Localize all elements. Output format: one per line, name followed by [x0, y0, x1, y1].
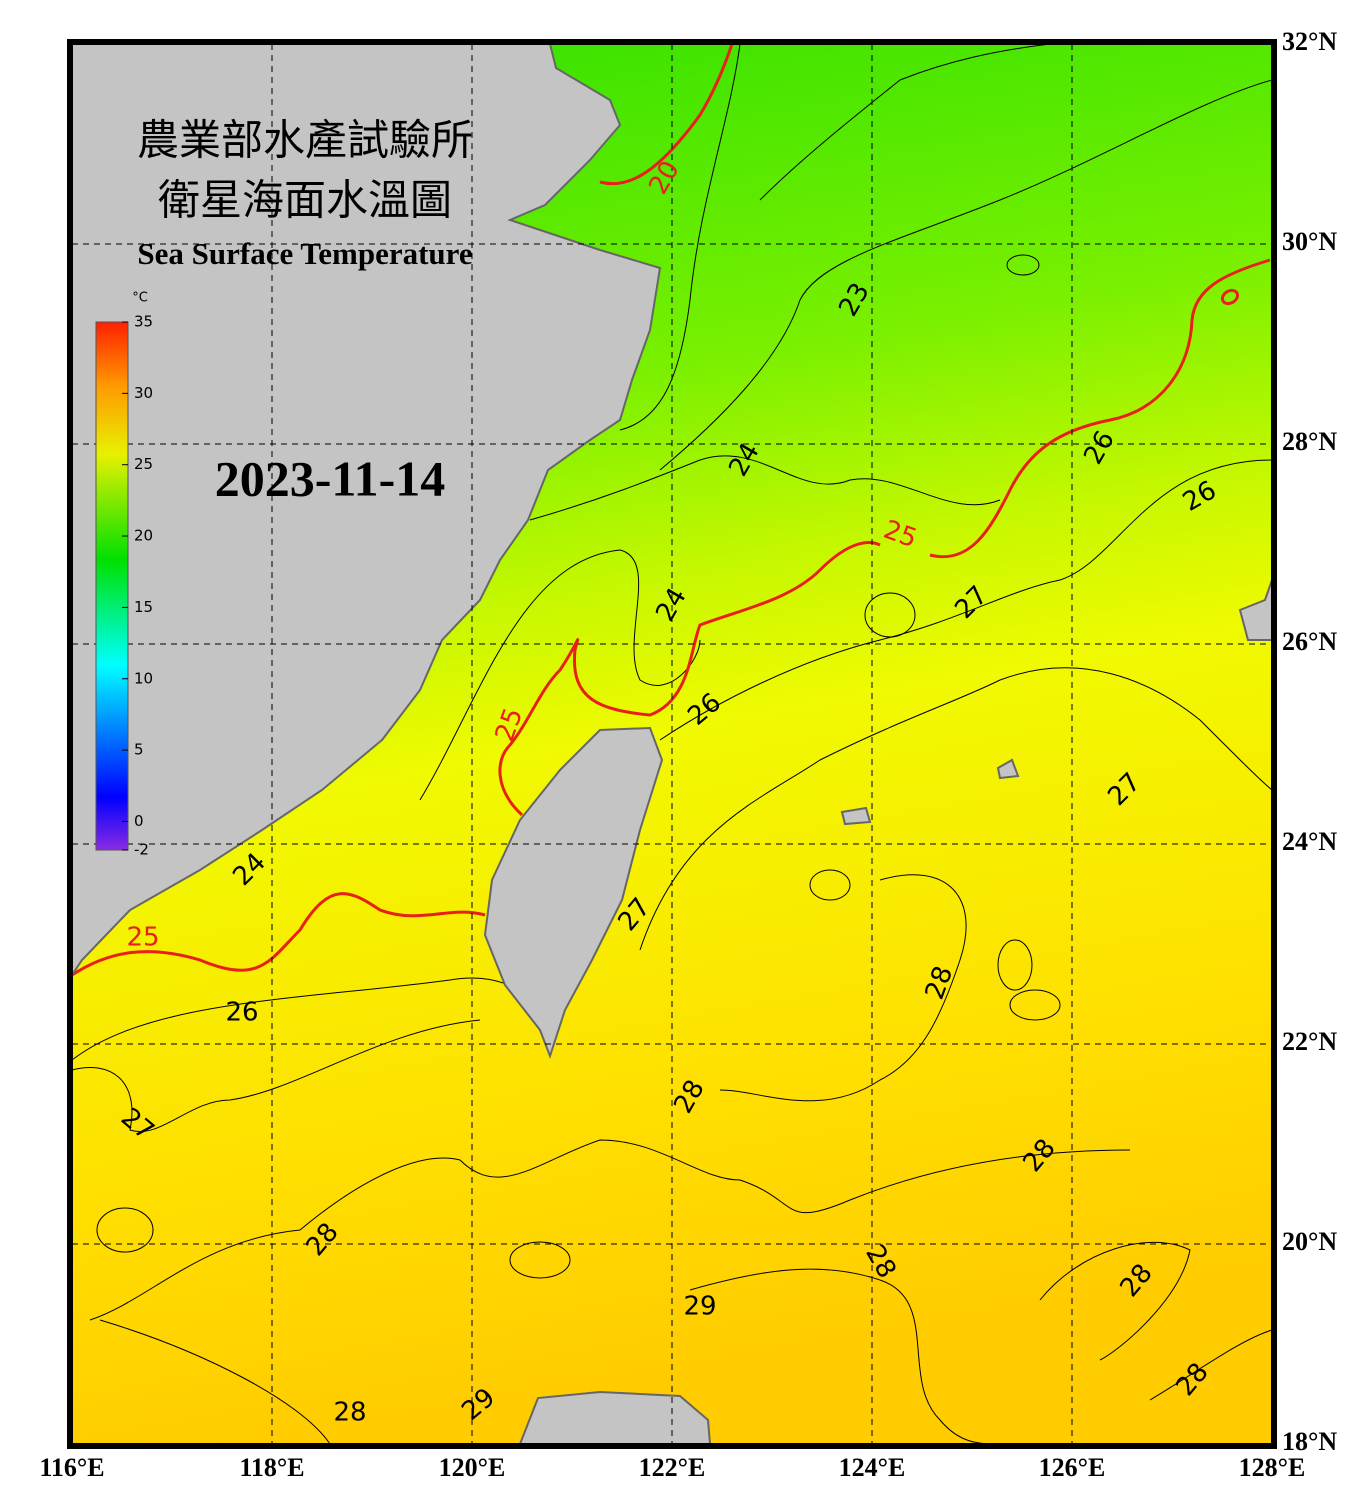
mainland — [72, 44, 662, 977]
title-en: Sea Surface Temperature — [137, 236, 472, 271]
contour-line — [659, 459, 1272, 741]
contours — [72, 44, 1272, 1444]
lon-label: 126°E — [1039, 1453, 1106, 1482]
colorbar-tick-label: 5 — [134, 741, 144, 759]
lon-label: 116°E — [39, 1453, 104, 1482]
contour-line — [659, 79, 1272, 471]
island — [1238, 579, 1272, 641]
contour-line — [99, 1319, 331, 1444]
contour-label: 29 — [683, 1292, 716, 1322]
lat-label: 32°N — [1282, 27, 1337, 56]
contour-label: 25 — [126, 923, 159, 953]
contour-line — [1006, 254, 1040, 276]
contour-line — [96, 1207, 154, 1253]
contour-line — [864, 592, 916, 638]
contour-line — [1009, 989, 1061, 1021]
contour-label: 26 — [225, 998, 258, 1028]
contour-line-red — [1220, 288, 1240, 306]
lat-label: 18°N — [1282, 1427, 1337, 1456]
lat-label: 28°N — [1282, 427, 1337, 456]
colorbar-ticks: 35 30 25 20 15 10 5 0 -2 — [122, 313, 153, 859]
lat-label: 30°N — [1282, 227, 1337, 256]
lat-label: 20°N — [1282, 1227, 1337, 1256]
contour-line — [719, 874, 967, 1102]
colorbar-tick-label: -2 — [134, 841, 149, 859]
lat-label: 22°N — [1282, 1027, 1337, 1056]
colorbar-tick-label: 30 — [134, 384, 153, 402]
land — [72, 44, 1272, 1444]
contour-line — [809, 869, 851, 901]
island — [996, 758, 1020, 780]
lon-label: 118°E — [239, 1453, 304, 1482]
colorbar-tick-label: 35 — [134, 313, 153, 331]
contour-line — [89, 1139, 1131, 1321]
island — [840, 806, 872, 826]
contour-line-red — [929, 258, 1271, 559]
contour-line — [1149, 1329, 1272, 1401]
contour-line — [759, 44, 1051, 201]
contour-line — [419, 549, 701, 801]
contour-line-red — [72, 892, 486, 977]
lon-label: 122°E — [639, 1453, 706, 1482]
colorbar-tick-label: 10 — [134, 669, 153, 687]
axes-labels: 32°N 30°N 28°N 26°N 24°N 22°N 20°N 18°N 116°E 118… — [39, 27, 1337, 1482]
title-zh: 農業部水產試驗所 — [137, 118, 473, 165]
contour-label: 28 — [333, 1398, 366, 1428]
map-frame — [67, 39, 1277, 1449]
lat-label: 24°N — [1282, 827, 1337, 856]
lon-label: 124°E — [839, 1453, 906, 1482]
colorbar-unit: °C — [132, 291, 148, 306]
contour-line — [72, 977, 521, 1061]
contour-line — [72, 1019, 481, 1133]
contour-line — [689, 1268, 1001, 1444]
contour-line — [639, 667, 1272, 951]
graticule — [72, 44, 1272, 1444]
contour-line — [619, 44, 741, 431]
title-zh: 衛星海面水溫圖 — [158, 179, 452, 225]
contour-line — [509, 1241, 571, 1279]
colorbar-tick-label: 15 — [134, 598, 153, 616]
lat-label: 26°N — [1282, 627, 1337, 656]
date: 2023-11-14 — [215, 450, 446, 506]
contours-highlight — [72, 44, 1271, 977]
colorbar-tick-label: 0 — [134, 812, 144, 830]
colorbar-tick-label: 25 — [134, 455, 153, 473]
contour-line — [529, 455, 1001, 521]
colorbar-tick-label: 20 — [134, 527, 153, 545]
lon-label: 128°E — [1239, 1453, 1306, 1482]
contour-line-red — [498, 541, 881, 817]
taiwan — [483, 726, 664, 1059]
colorbar — [95, 321, 129, 851]
luzon — [518, 1390, 712, 1444]
lon-label: 120°E — [439, 1453, 506, 1482]
contour-line — [1039, 1241, 1191, 1361]
contour-line-red — [599, 44, 734, 186]
contour-line — [997, 939, 1033, 991]
